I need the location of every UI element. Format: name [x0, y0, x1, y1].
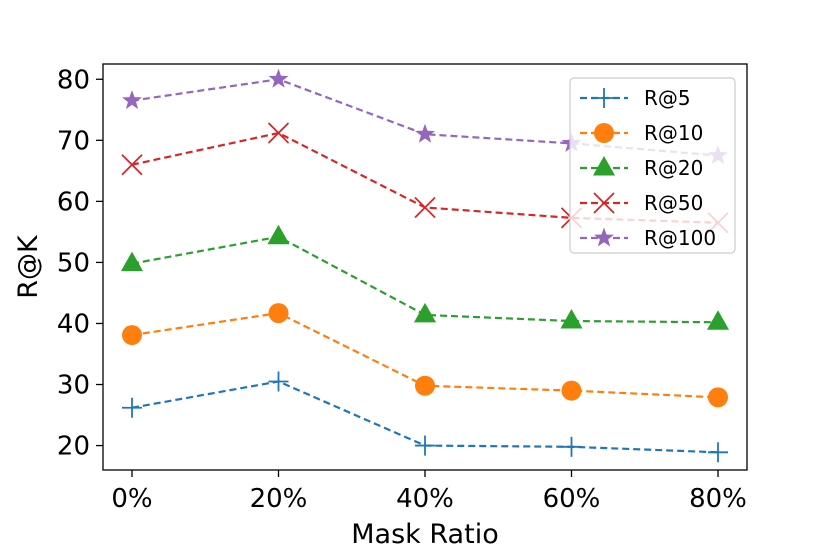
plus-marker [122, 397, 142, 418]
star-marker [268, 68, 289, 88]
plus-marker [415, 435, 435, 456]
x-marker [121, 154, 143, 176]
series-r-at-10 [122, 303, 728, 408]
y-tick-label: 20 [57, 432, 90, 462]
x-tick-label: 40% [396, 484, 454, 514]
legend-item: R@5 [580, 86, 691, 110]
y-tick-label: 60 [57, 187, 90, 217]
y-tick-label: 70 [57, 126, 90, 156]
star-marker [122, 90, 142, 110]
legend: R@5 R@10 R@20 R@50 R@100 [569, 77, 736, 254]
circle-marker [268, 303, 289, 324]
x-tick-label: 60% [543, 484, 601, 514]
x-marker [593, 192, 615, 214]
legend-label: R@100 [644, 226, 716, 250]
triangle-marker [120, 251, 144, 272]
x-axis: 0% 20% 40% 60% 80% [111, 470, 747, 514]
legend-label: R@20 [644, 156, 703, 180]
x-tick-label: 80% [689, 484, 747, 514]
triangle-marker [413, 302, 437, 323]
x-axis-label: Mask Ratio [351, 519, 498, 550]
legend-label: R@50 [644, 191, 703, 215]
triangle-marker [560, 309, 583, 329]
series-r-at-20 [120, 224, 730, 330]
circle-marker [561, 380, 582, 401]
plus-marker [594, 88, 614, 108]
x-tick-label: 20% [250, 484, 308, 514]
x-marker [414, 196, 436, 219]
circle-marker [708, 387, 728, 408]
star-marker [594, 227, 614, 247]
y-tick-label: 30 [57, 371, 90, 401]
legend-item: R@10 [580, 121, 703, 145]
y-tick-label: 50 [57, 248, 90, 278]
circle-marker [594, 123, 614, 143]
y-tick-label: 40 [57, 309, 90, 339]
star-marker [415, 123, 435, 143]
triangle-marker [706, 310, 730, 330]
y-tick-label: 80 [57, 65, 90, 95]
legend-label: R@5 [644, 86, 691, 110]
plus-marker [708, 442, 728, 463]
circle-marker [122, 325, 142, 346]
series-r-at-5 [122, 371, 728, 463]
y-axis: 20 30 40 50 60 70 80 [57, 65, 103, 462]
x-marker [267, 122, 290, 144]
y-axis-label: R@K [13, 234, 44, 299]
legend-item: R@20 [580, 156, 703, 180]
x-tick-label: 0% [111, 484, 152, 514]
legend-item: R@100 [580, 226, 716, 250]
plus-marker [561, 436, 582, 457]
legend-label: R@10 [644, 121, 703, 145]
plus-marker [268, 371, 289, 392]
triangle-marker [267, 224, 290, 245]
circle-marker [415, 375, 435, 396]
legend-item: R@50 [580, 191, 703, 215]
triangle-marker [592, 156, 616, 176]
